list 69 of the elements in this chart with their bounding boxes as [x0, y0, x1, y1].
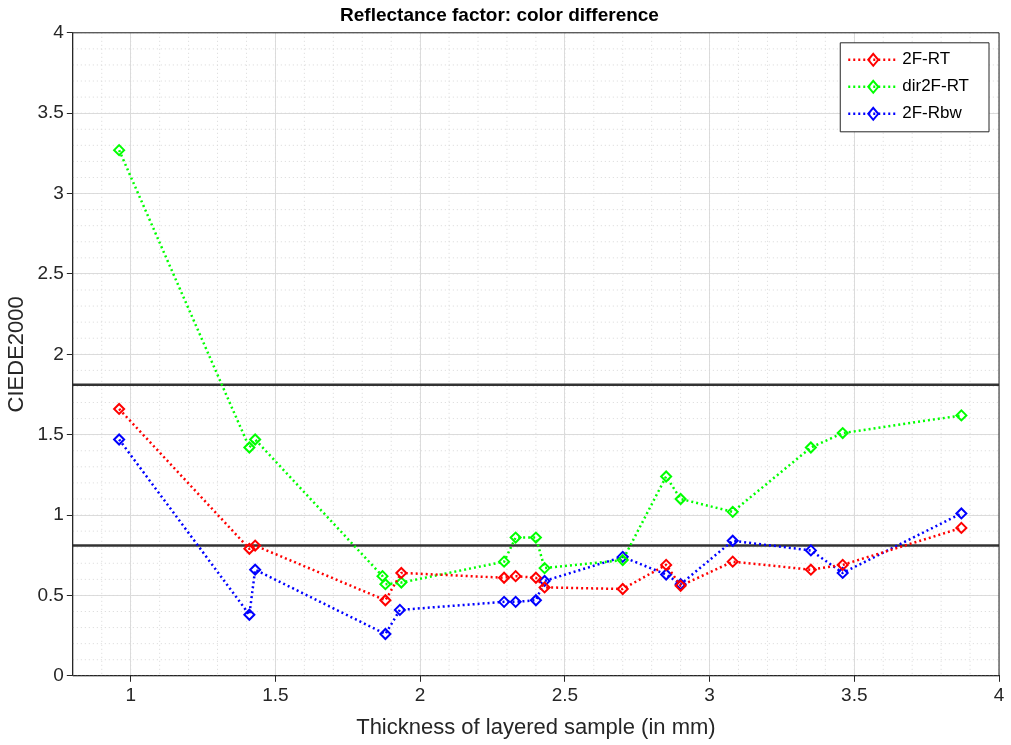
- point: [538, 562, 551, 575]
- point: [804, 563, 817, 576]
- y-tick-label: 2.5: [37, 262, 64, 284]
- point: [243, 441, 256, 454]
- chart-title: Reflectance factor: color difference: [340, 3, 659, 25]
- point: [113, 144, 126, 157]
- point: [113, 433, 126, 446]
- y-tick-label: 0.5: [37, 583, 64, 605]
- y-tick-label: 1: [53, 503, 64, 525]
- point: [113, 402, 126, 415]
- y-axis-title: CIEDE2000: [3, 296, 29, 413]
- point: [529, 531, 542, 544]
- point: [379, 578, 392, 591]
- x-tick-label: 1.5: [262, 684, 289, 706]
- x-tick-label: 2: [414, 684, 426, 706]
- point: [660, 568, 673, 581]
- point: [616, 583, 629, 595]
- point: [726, 555, 739, 568]
- point: [498, 595, 511, 608]
- point: [249, 563, 262, 576]
- point: [726, 505, 739, 518]
- x-tick-label: 3: [704, 684, 715, 706]
- y-tick-label: 4: [53, 21, 65, 43]
- y-tick-label: 0: [53, 664, 64, 686]
- point: [660, 558, 673, 571]
- point: [509, 531, 522, 544]
- point: [804, 441, 817, 454]
- point: [674, 492, 687, 505]
- point: [538, 574, 551, 587]
- x-tick-label: 1: [125, 684, 136, 706]
- point: [955, 521, 968, 534]
- y-tick-label: 2: [53, 342, 64, 364]
- point: [836, 558, 849, 571]
- point: [379, 594, 392, 607]
- point: [836, 566, 849, 579]
- x-tick-label: 4: [993, 684, 1005, 706]
- legend-label: 2F-Rbw: [902, 103, 963, 123]
- point: [616, 554, 629, 567]
- legend-label: 2F-RT: [902, 49, 951, 69]
- point: [955, 409, 968, 422]
- y-tick-label: 3: [53, 181, 64, 203]
- point: [538, 581, 551, 594]
- point: [509, 595, 522, 608]
- point: [249, 433, 262, 446]
- point: [379, 628, 392, 641]
- point: [660, 470, 673, 483]
- y-tick-label: 3.5: [37, 101, 64, 123]
- point: [509, 570, 522, 583]
- legend-label: dir2F-RT: [902, 76, 969, 96]
- point: [726, 534, 739, 547]
- x-tick-label: 2.5: [551, 684, 579, 706]
- x-tick-label: 3.5: [841, 684, 868, 706]
- point: [804, 544, 817, 557]
- point: [395, 566, 408, 579]
- point: [376, 570, 389, 583]
- y-tick-label: 1.5: [37, 422, 64, 444]
- point: [955, 507, 968, 520]
- point: [498, 555, 511, 568]
- point: [243, 542, 256, 555]
- x-axis-title: Thickness of layered sample (in mm): [356, 713, 716, 739]
- point: [249, 539, 262, 552]
- point: [529, 571, 542, 584]
- point: [836, 427, 849, 440]
- point: [529, 594, 542, 607]
- point: [393, 603, 406, 616]
- point: [395, 576, 408, 589]
- point: [498, 571, 511, 584]
- point: [243, 608, 256, 621]
- point: [616, 550, 629, 563]
